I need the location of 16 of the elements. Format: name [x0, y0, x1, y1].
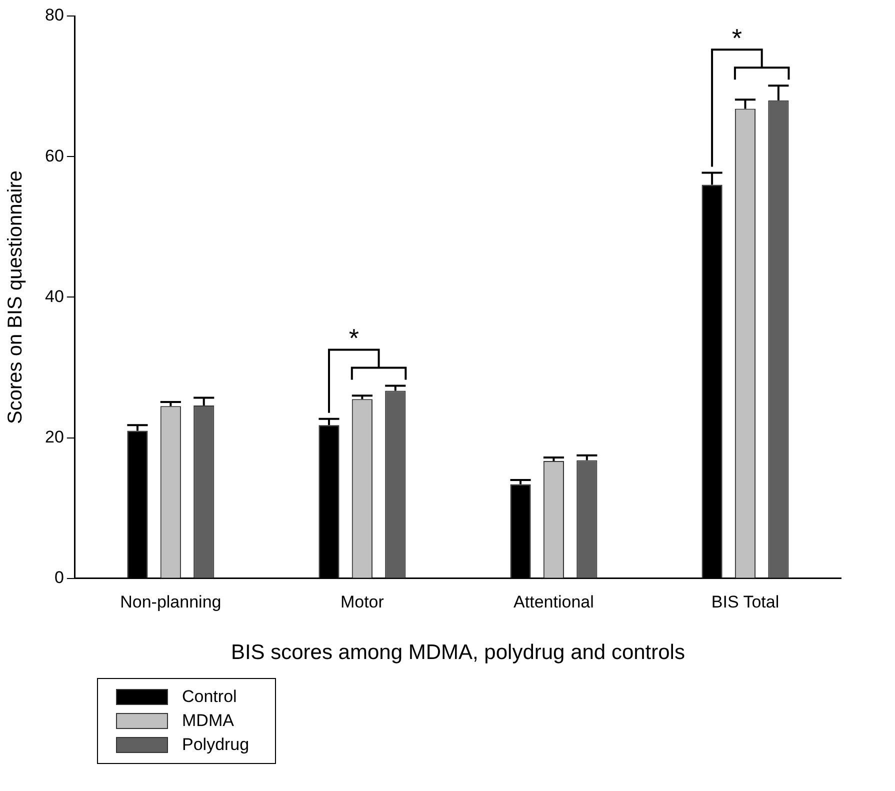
x-tick-label: Motor	[340, 592, 384, 612]
legend-label: Polydrug	[182, 735, 250, 755]
y-tick-label: 80	[44, 6, 64, 25]
annotation: *	[348, 322, 359, 353]
y-tick-label: 20	[44, 427, 64, 446]
x-tick-label: Non-planning	[120, 592, 222, 612]
y-tick-label: 40	[44, 286, 64, 306]
y-axis-title: Scores on BIS questionnaire	[4, 170, 27, 424]
annotation: *	[732, 22, 742, 53]
legend-label: MDMA	[182, 711, 234, 731]
y-tick-label: 60	[44, 146, 64, 166]
y-tick-label: 0	[54, 568, 64, 588]
x-tick-label: Attentional	[514, 592, 594, 612]
x-axis-title: BIS scores among MDMA, polydrug and controls	[230, 641, 685, 664]
x-tick-label: BIS Total	[711, 592, 780, 612]
legend-label: Control	[182, 687, 237, 707]
